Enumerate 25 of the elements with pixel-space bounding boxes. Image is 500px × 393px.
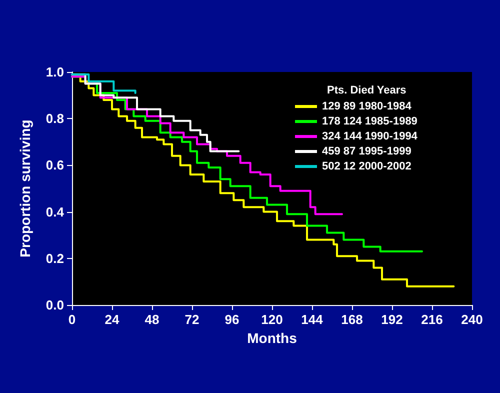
legend-label: 129 89 1980-1984 [322,100,412,112]
y-tick-label: 0.6 [46,158,64,173]
x-tick-label: 168 [341,312,363,327]
legend-title: Pts. Died Years [327,84,406,96]
y-tick-label: 0.0 [46,298,64,312]
y-tick-label: 0.2 [46,250,64,266]
y-tick-label: 1.0 [46,64,64,80]
x-tick-label: 0 [68,312,76,327]
y-tick-label: 0.4 [46,204,65,220]
x-tick-label: 216 [421,312,443,327]
x-tick-label: 120 [261,312,283,327]
x-tick-label: 24 [104,312,120,327]
y-axis-title: Proportion surviving [17,120,33,258]
x-axis-title: Months [247,330,298,346]
x-tick-label: 192 [381,312,403,327]
legend-label: 324 144 1990-1994 [322,130,418,142]
x-tick-label: 240 [461,312,483,327]
x-tick-label: 96 [224,312,240,327]
x-tick-label: 144 [301,312,324,327]
y-tick-label: 0.8 [46,111,64,126]
legend-label: 178 124 1985-1989 [322,116,418,128]
legend-label: 502 12 2000-2002 [322,160,412,172]
x-tick-label: 72 [184,312,200,327]
x-tick-label: 48 [144,312,160,327]
legend-label: 459 87 1995-1999 [322,146,412,158]
